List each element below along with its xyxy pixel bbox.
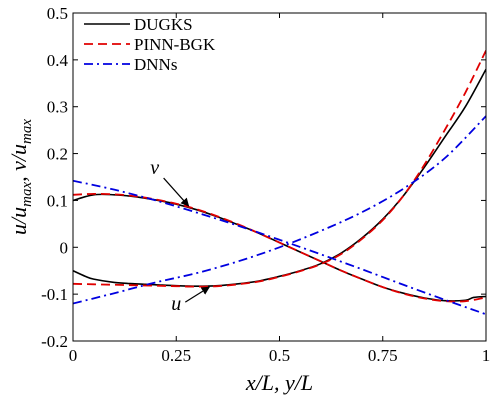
legend-label-dnns: DNNs [134,55,177,74]
y-tick-label: 0.4 [47,51,69,70]
series-dnns-u [73,115,486,305]
x-axis-label: x/L, y/L [245,370,313,395]
annotation-label-v: v [150,157,159,179]
annotations-layer: vu [150,157,211,315]
x-tick-label: 0.75 [368,346,398,365]
series-dnns-v [73,179,486,316]
series-layer [73,50,486,316]
y-tick-label: 0.5 [47,4,68,23]
annotation-arrow-v [163,177,190,207]
x-tick-label: 0.5 [269,346,290,365]
ticks-layer: 0 0.25 0.5 0.75 1 -0.2 -0.1 0 0.1 0.2 0.3 0.4 0.5 [41,4,490,365]
series-pinn-bgk-u [73,50,486,288]
y-tick-label: 0.1 [47,191,68,210]
x-tick-label: 1 [482,346,491,365]
series-dugks-u [73,68,486,287]
x-tick-label: 0.25 [161,346,191,365]
annotation-arrow-u [184,286,211,303]
y-tick-label: -0.1 [41,285,68,304]
legend-label-pinn-bgk: PINN-BGK [134,35,216,54]
y-tick-label: 0.2 [47,145,68,164]
legend-label-dugks: DUGKS [134,15,193,34]
y-tick-label: 0.3 [47,98,68,117]
annotation-label-u: u [171,293,181,315]
y-tick-label: 0 [60,238,69,257]
series-pinn-bgk-v [73,192,486,303]
x-tick-label: 0 [69,346,78,365]
y-axis-label: u/umax​, v/umax​ [6,119,35,235]
y-tick-label: -0.2 [41,332,68,351]
